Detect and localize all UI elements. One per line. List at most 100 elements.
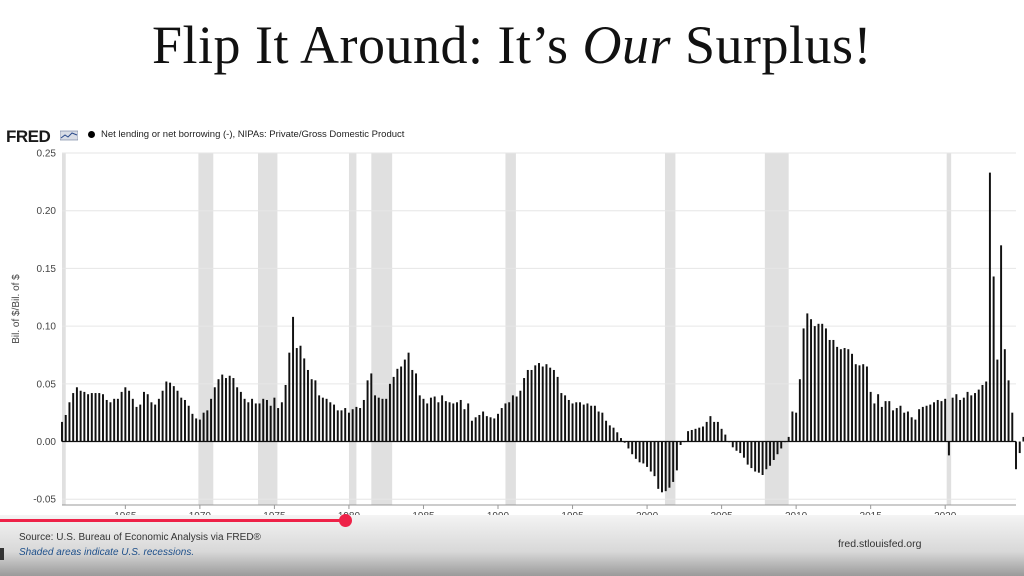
bar bbox=[869, 391, 872, 442]
bar bbox=[873, 403, 876, 442]
bar bbox=[672, 441, 675, 482]
bar bbox=[597, 411, 600, 442]
bar bbox=[1011, 412, 1014, 442]
recession-band bbox=[198, 153, 214, 505]
bar bbox=[236, 387, 239, 442]
bar bbox=[567, 399, 570, 442]
bar bbox=[224, 378, 227, 442]
bar bbox=[698, 427, 701, 442]
bar bbox=[396, 368, 399, 442]
video-progress-knob[interactable] bbox=[338, 514, 352, 527]
bar bbox=[143, 391, 145, 442]
bar bbox=[549, 367, 552, 442]
bar bbox=[280, 402, 283, 442]
bar bbox=[426, 403, 429, 442]
bar bbox=[87, 394, 90, 442]
bar bbox=[161, 390, 164, 442]
bar bbox=[575, 402, 578, 442]
bar bbox=[172, 386, 175, 442]
bar bbox=[1015, 441, 1017, 470]
bar bbox=[534, 365, 537, 442]
bar bbox=[545, 364, 548, 442]
bar bbox=[612, 427, 615, 442]
bar bbox=[690, 429, 693, 442]
bar bbox=[344, 408, 347, 442]
bar bbox=[90, 393, 93, 442]
bar bbox=[620, 438, 622, 442]
bar bbox=[284, 384, 287, 442]
bar bbox=[489, 417, 492, 442]
bar bbox=[109, 402, 112, 442]
bar bbox=[918, 409, 921, 442]
bar bbox=[61, 421, 63, 442]
bar bbox=[638, 441, 641, 463]
fred-logo[interactable]: FRED bbox=[6, 127, 51, 146]
bar bbox=[333, 404, 336, 442]
bar bbox=[806, 313, 809, 442]
title-text-emphasis: Our bbox=[582, 15, 672, 75]
bar bbox=[68, 402, 71, 442]
bar bbox=[355, 406, 358, 442]
bar bbox=[83, 391, 86, 442]
bar bbox=[400, 366, 403, 442]
bar bbox=[836, 346, 839, 442]
bar bbox=[724, 434, 727, 442]
bar bbox=[515, 396, 518, 442]
bar bbox=[556, 376, 559, 442]
recession-band bbox=[664, 153, 676, 505]
bar bbox=[974, 393, 976, 442]
bar bbox=[154, 404, 157, 442]
bar bbox=[508, 402, 511, 442]
video-progress-fill bbox=[0, 519, 346, 522]
bar bbox=[906, 411, 909, 442]
bar bbox=[653, 441, 656, 477]
y-tick-label: 0.15 bbox=[37, 264, 57, 275]
bar bbox=[221, 374, 224, 442]
bar bbox=[247, 402, 250, 442]
bar bbox=[243, 398, 246, 442]
bar bbox=[102, 394, 104, 442]
bar bbox=[798, 379, 801, 442]
site-link[interactable]: fred.stlouisfed.org bbox=[838, 538, 922, 550]
bar bbox=[530, 369, 533, 442]
bar bbox=[631, 441, 634, 455]
bar bbox=[739, 441, 742, 454]
bar bbox=[769, 441, 772, 466]
bar bbox=[862, 364, 865, 442]
chart-legend: Net lending or net borrowing (-), NIPAs:… bbox=[88, 129, 404, 140]
bar bbox=[821, 323, 824, 442]
bar bbox=[642, 441, 645, 464]
bar bbox=[929, 404, 932, 442]
bar bbox=[921, 406, 924, 442]
bar bbox=[381, 398, 384, 442]
bar bbox=[183, 399, 186, 442]
bar bbox=[206, 410, 209, 442]
bar bbox=[959, 399, 962, 442]
bar bbox=[564, 395, 567, 442]
bar bbox=[586, 403, 589, 442]
bar bbox=[616, 432, 619, 442]
bar bbox=[888, 401, 891, 442]
bar bbox=[392, 376, 395, 442]
bar bbox=[601, 412, 604, 442]
bar bbox=[504, 403, 507, 442]
bar bbox=[962, 397, 965, 442]
bar bbox=[329, 402, 332, 442]
bar bbox=[478, 414, 481, 442]
bar bbox=[579, 402, 581, 442]
title-text-before: Flip It Around: It’s bbox=[151, 15, 583, 75]
bar bbox=[258, 403, 261, 442]
bar bbox=[925, 405, 928, 442]
bar bbox=[325, 398, 328, 442]
player-edge-marker bbox=[0, 548, 4, 560]
bar bbox=[519, 390, 522, 442]
bar bbox=[787, 436, 790, 442]
bar bbox=[750, 441, 753, 469]
bar bbox=[746, 441, 749, 465]
bar bbox=[157, 398, 160, 442]
recession-band bbox=[946, 153, 952, 505]
bar bbox=[98, 393, 101, 442]
bar bbox=[608, 425, 611, 442]
bar bbox=[713, 421, 716, 442]
